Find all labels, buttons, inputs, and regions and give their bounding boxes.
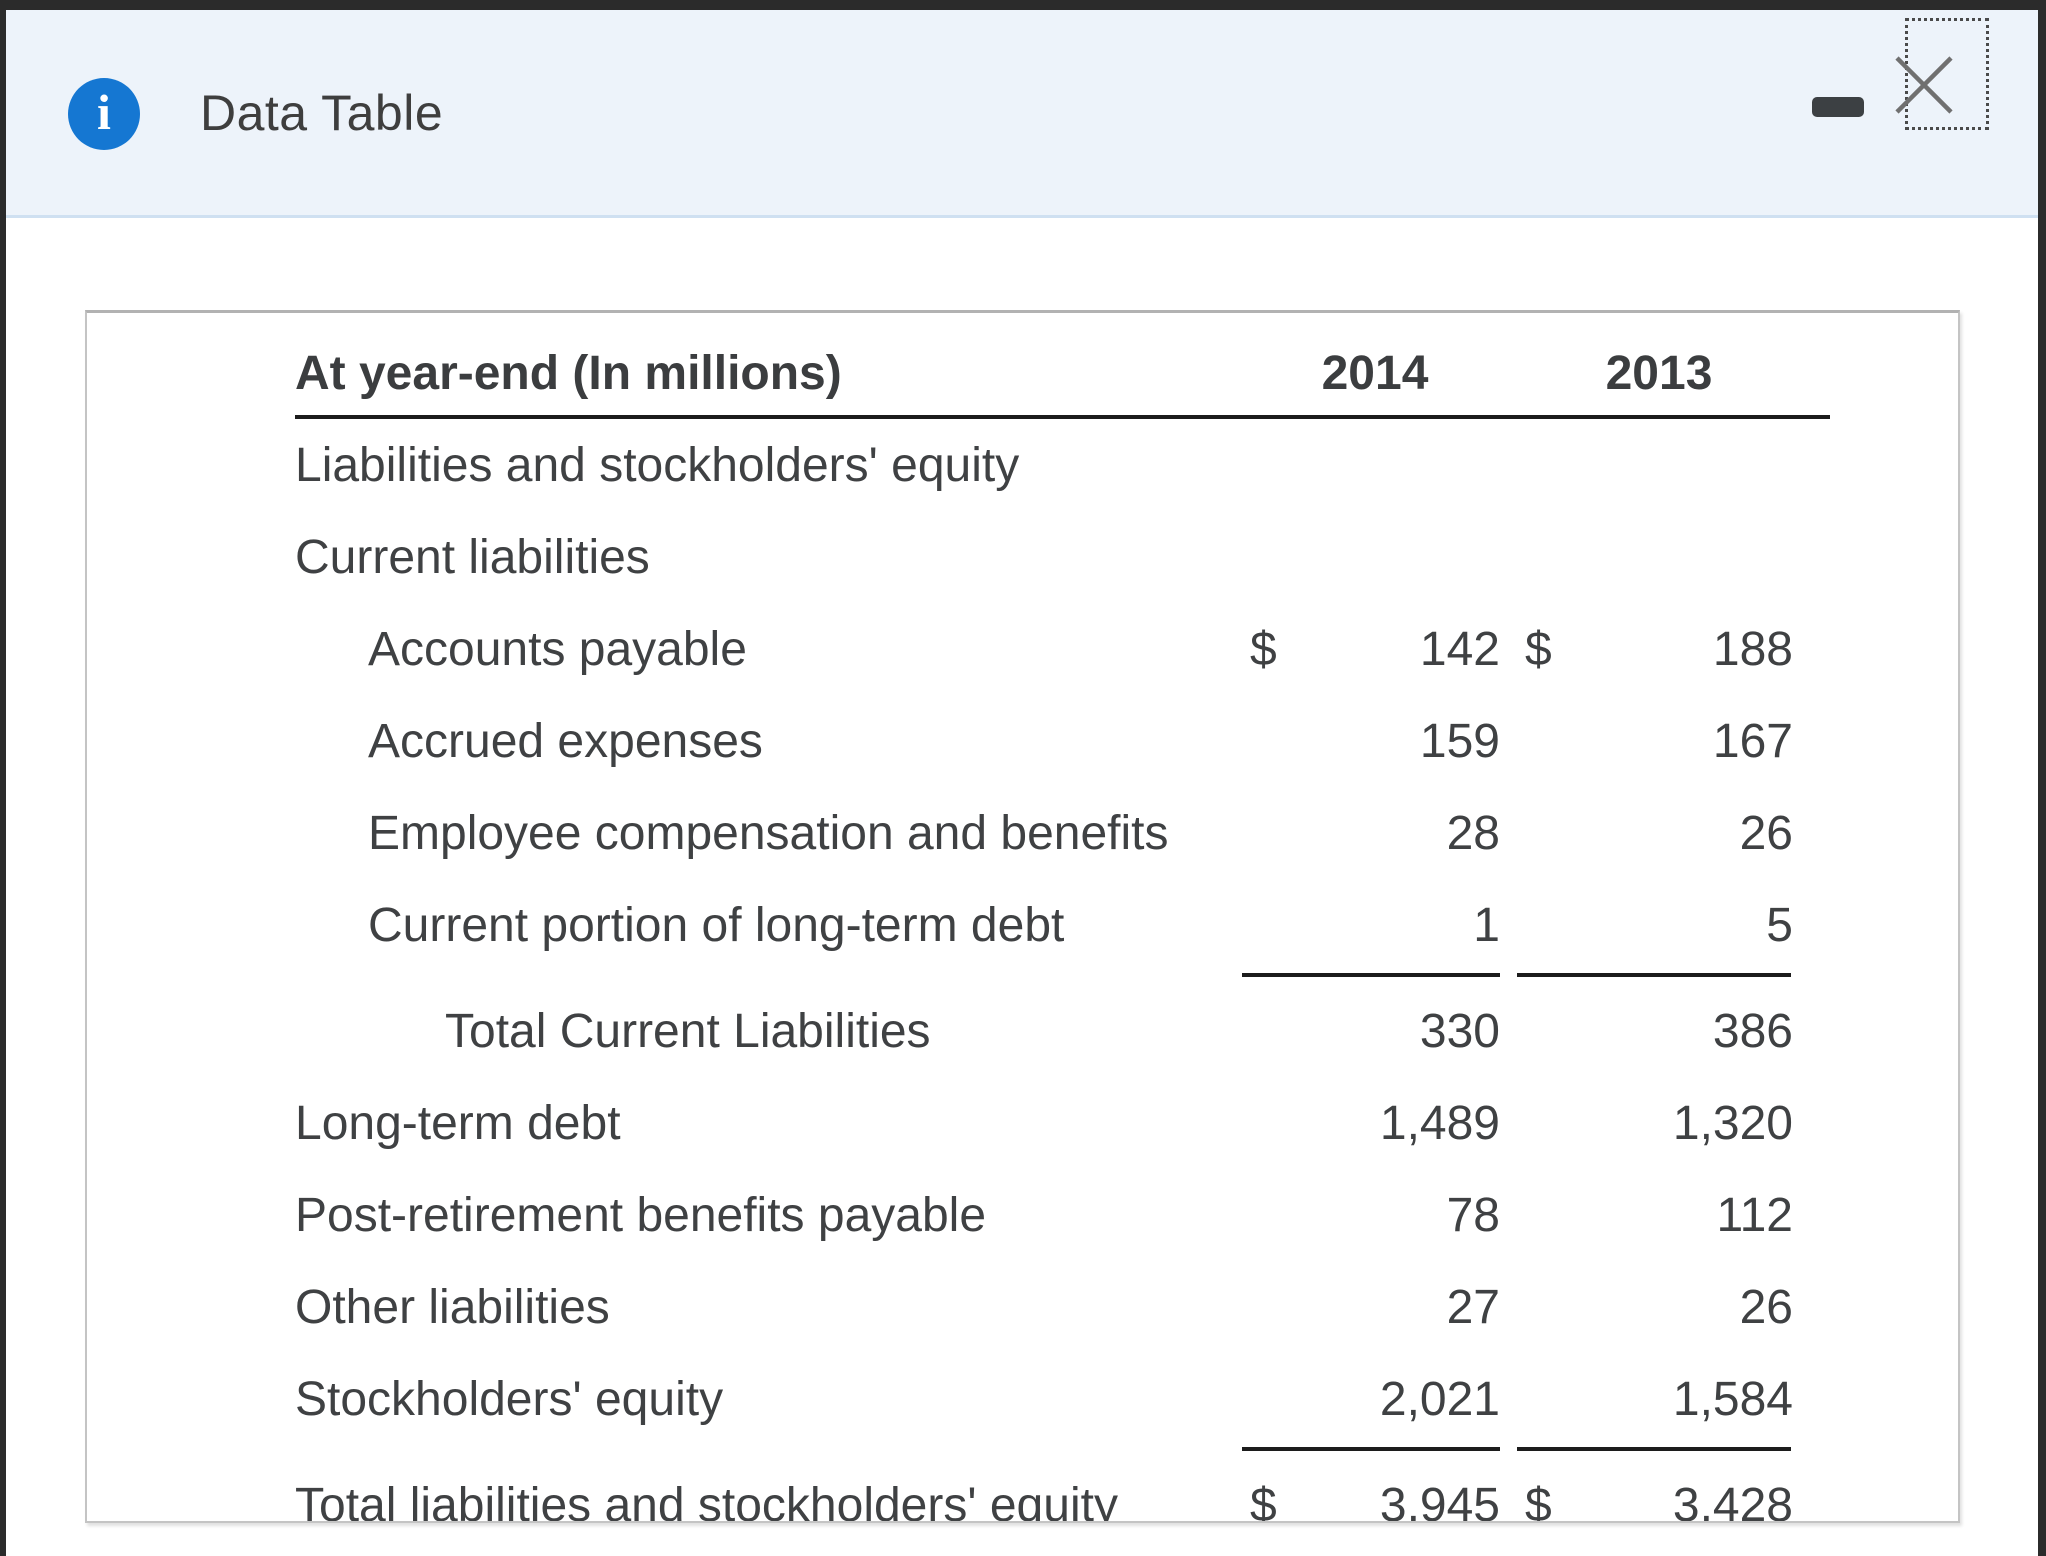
table-row: Stockholders' equity 2,021 1,584 [295, 1353, 1830, 1445]
close-button[interactable] [1895, 18, 1989, 130]
value-2014: 1,489 [1379, 1096, 1500, 1150]
value-2013: 3,428 [1672, 1478, 1793, 1523]
table-row: Long-term debt 1,489 1,320 [295, 1077, 1830, 1169]
cell-2014: 1,489 [1250, 1096, 1500, 1151]
window-border-left [0, 0, 6, 1556]
cell-2014: 159 [1250, 714, 1500, 769]
cell-2014: 27 [1250, 1280, 1500, 1335]
value-2014: 27 [1446, 1280, 1500, 1334]
table-row: Total liabilities and stockholders' equi… [295, 1459, 1830, 1523]
minimize-icon [1812, 97, 1864, 117]
dollar-sign-2013: $ [1525, 622, 1552, 676]
table-header-label: At year-end (In millions) [295, 347, 842, 400]
cell-2013: 1,320 [1525, 1096, 1793, 1151]
rule-col-2013 [1517, 1445, 1793, 1451]
dialog-titlebar: i Data Table [6, 10, 2038, 218]
row-label: Total liabilities and stockholders' equi… [295, 1478, 1118, 1523]
cell-2014: $3,945 [1250, 1478, 1500, 1523]
subtotal-rule-2013 [1517, 973, 1791, 977]
minimize-button[interactable] [1812, 97, 1864, 117]
cell-2014: 78 [1250, 1188, 1500, 1243]
row-label: Employee compensation and benefits [368, 806, 1169, 860]
row-label: Current portion of long-term debt [368, 898, 1065, 952]
value-2014: 159 [1419, 714, 1500, 768]
cell-2013: 26 [1525, 1280, 1793, 1335]
data-table-panel: At year-end (In millions) 2014 2013 Liabili… [85, 310, 1960, 1523]
value-2014: 142 [1419, 622, 1500, 676]
cell-2013: 112 [1525, 1188, 1793, 1243]
cell-2014: 1 [1250, 898, 1500, 953]
value-2014: 28 [1446, 806, 1500, 860]
cell-2013: 26 [1525, 806, 1793, 861]
year-2014: 2014 [1321, 347, 1429, 400]
table-header-row: At year-end (In millions) 2014 2013 [295, 343, 1830, 419]
table-row: Accounts payable $142 $188 [295, 603, 1830, 695]
table-row: Liabilities and stockholders' equity [295, 419, 1830, 511]
rule-col-2014 [1242, 1445, 1500, 1451]
cell-2014: 2,021 [1250, 1372, 1500, 1427]
table-row: Current liabilities [295, 511, 1830, 603]
table-row: Total Current Liabilities 330 386 [295, 985, 1830, 1077]
row-label: Post-retirement benefits payable [295, 1188, 987, 1242]
value-2013: 188 [1712, 622, 1793, 676]
dialog-content: At year-end (In millions) 2014 2013 Liabili… [6, 221, 2038, 1556]
year-2013: 2013 [1605, 347, 1713, 400]
row-label: Accounts payable [368, 622, 747, 676]
subtotal-rule-2014 [1242, 1447, 1500, 1451]
dialog-title: Data Table [200, 84, 444, 141]
table-row: Accrued expenses 159 167 [295, 695, 1830, 787]
cell-2013: $188 [1525, 622, 1793, 677]
value-2013: 167 [1712, 714, 1793, 768]
value-2013: 5 [1766, 898, 1793, 952]
row-label: Accrued expenses [368, 714, 763, 768]
table-row: Current portion of long-term debt 1 5 [295, 879, 1830, 971]
subtotal-rule-row [295, 971, 1830, 985]
value-2014: 3,945 [1379, 1478, 1500, 1523]
row-label: Current liabilities [295, 530, 650, 584]
row-label: Stockholders' equity [295, 1372, 724, 1426]
dollar-sign-2013: $ [1525, 1478, 1552, 1523]
table-row: Employee compensation and benefits 28 26 [295, 787, 1830, 879]
cell-2013: 5 [1525, 898, 1793, 953]
value-2014: 78 [1446, 1188, 1500, 1242]
rule-col-2013 [1517, 971, 1793, 977]
cell-2014: 28 [1250, 806, 1500, 861]
dollar-sign-2014: $ [1250, 1478, 1277, 1523]
value-2014: 330 [1419, 1004, 1500, 1058]
table-row: Post-retirement benefits payable 78 112 [295, 1169, 1830, 1261]
cell-2013: 386 [1525, 1004, 1793, 1059]
value-2013: 1,584 [1672, 1372, 1793, 1426]
cell-2013: 167 [1525, 714, 1793, 769]
row-label: Liabilities and stockholders' equity [295, 438, 1020, 492]
table-row: Other liabilities 27 26 [295, 1261, 1830, 1353]
cell-2014: 330 [1250, 1004, 1500, 1059]
dollar-sign-2014: $ [1250, 622, 1277, 676]
window-border-right [2038, 0, 2046, 1556]
row-label: Long-term debt [295, 1096, 621, 1150]
info-icon: i [68, 78, 140, 150]
cell-2013: $3,428 [1525, 1478, 1793, 1523]
value-2013: 112 [1716, 1188, 1793, 1242]
value-2014: 1 [1473, 898, 1500, 952]
value-2013: 386 [1712, 1004, 1793, 1058]
close-icon [1895, 56, 1953, 114]
rule-col-2014 [1242, 971, 1500, 977]
window-border-top [0, 0, 2046, 10]
subtotal-rule-2013 [1517, 1447, 1791, 1451]
subtotal-rule-row [295, 1445, 1830, 1459]
cell-2013: 1,584 [1525, 1372, 1793, 1427]
subtotal-rule-2014 [1242, 973, 1500, 977]
value-2013: 26 [1739, 806, 1793, 860]
row-label: Other liabilities [295, 1280, 610, 1334]
column-header-2014: 2014 [1250, 346, 1500, 401]
cell-2014: $142 [1250, 622, 1500, 677]
value-2013: 26 [1739, 1280, 1793, 1334]
column-header-2013: 2013 [1525, 346, 1793, 401]
value-2013: 1,320 [1672, 1096, 1793, 1150]
value-2014: 2,021 [1379, 1372, 1500, 1426]
row-label: Total Current Liabilities [445, 1004, 931, 1058]
financial-table: At year-end (In millions) 2014 2013 Liabili… [295, 313, 1830, 1523]
